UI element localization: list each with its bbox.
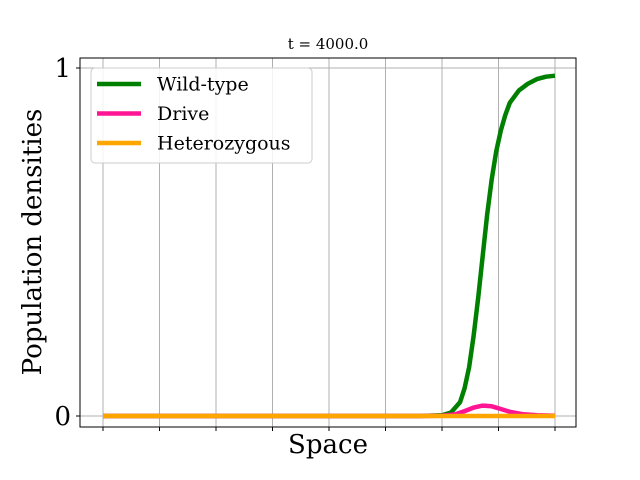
tick-layer: 01 xyxy=(54,54,556,432)
legend-label-drive: Drive xyxy=(157,103,209,125)
legend-entries: Wild-type Drive Heterozygous xyxy=(97,74,291,155)
series-layer xyxy=(103,73,556,419)
y-tick-label-1: 1 xyxy=(54,54,71,84)
legend-label-wild-type: Wild-type xyxy=(157,74,249,96)
y-tick-label-0: 0 xyxy=(54,402,71,432)
legend: Wild-type Drive Heterozygous xyxy=(90,67,313,164)
chart-title: t = 4000.0 xyxy=(288,35,369,53)
plot-frame xyxy=(79,57,577,428)
legend-label-heterozygous: Heterozygous xyxy=(157,133,291,155)
x-axis-label: Space xyxy=(288,430,368,460)
legend-box xyxy=(90,67,313,164)
y-axis-label: Population densities xyxy=(18,109,48,376)
